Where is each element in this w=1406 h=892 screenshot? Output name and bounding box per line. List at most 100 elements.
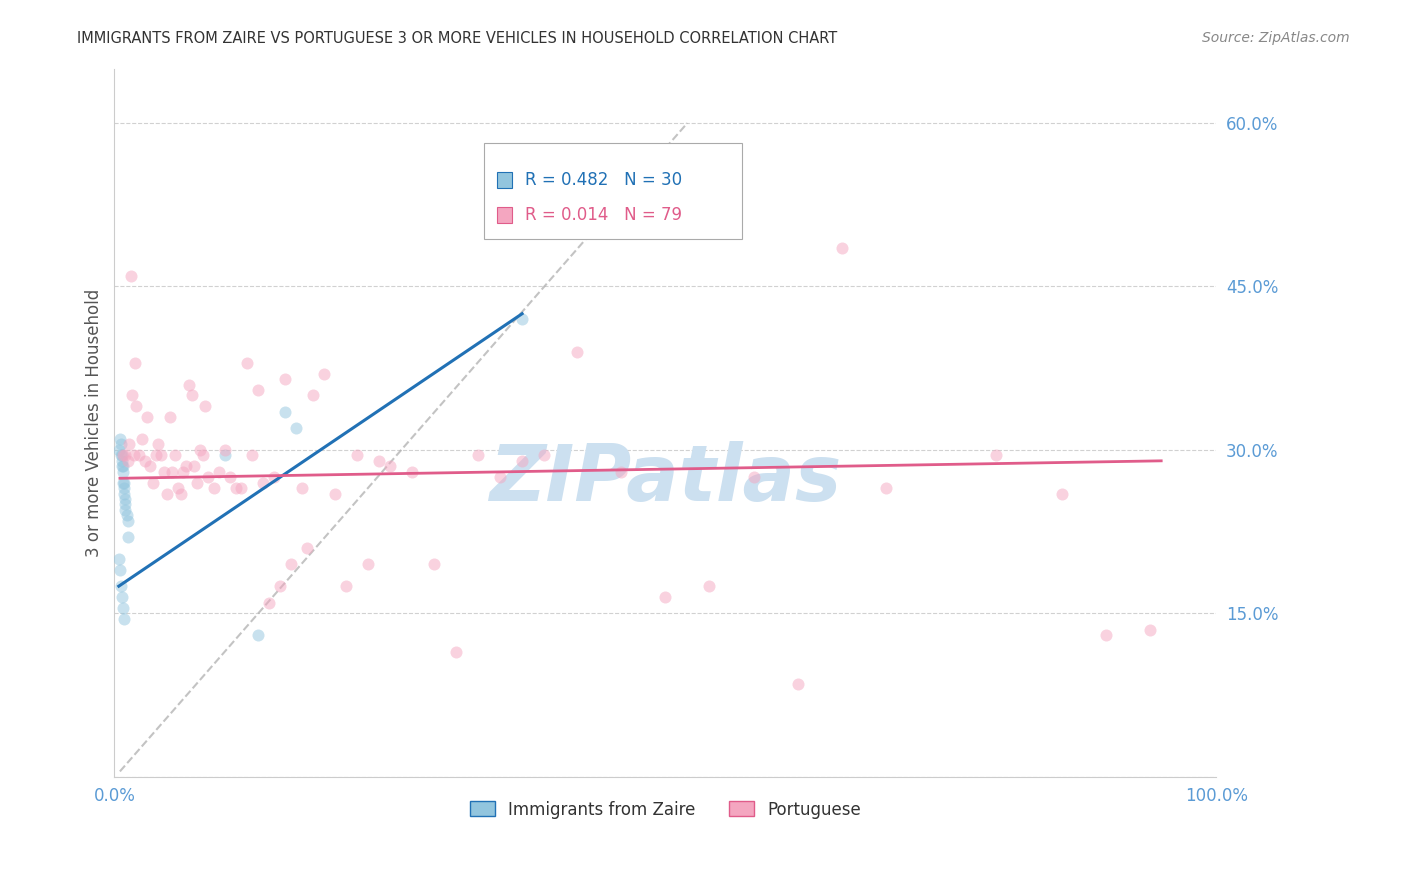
Point bbox=[191, 449, 214, 463]
Point bbox=[108, 552, 131, 566]
Point bbox=[111, 449, 134, 463]
Point bbox=[510, 454, 533, 468]
Point bbox=[291, 481, 314, 495]
Point bbox=[444, 644, 467, 658]
Point bbox=[136, 410, 159, 425]
Point bbox=[875, 481, 897, 495]
Point bbox=[1139, 623, 1161, 637]
Point bbox=[128, 449, 150, 463]
Point bbox=[335, 579, 357, 593]
Point bbox=[112, 475, 135, 490]
Point bbox=[263, 470, 285, 484]
Point bbox=[1050, 486, 1073, 500]
Point bbox=[145, 449, 167, 463]
Point bbox=[163, 449, 186, 463]
Point bbox=[202, 481, 225, 495]
Point bbox=[110, 437, 132, 451]
Text: Source: ZipAtlas.com: Source: ZipAtlas.com bbox=[1202, 31, 1350, 45]
Point bbox=[117, 530, 139, 544]
Point bbox=[112, 459, 135, 474]
Text: R = 0.482   N = 30: R = 0.482 N = 30 bbox=[526, 170, 682, 189]
Point bbox=[142, 475, 165, 490]
Point bbox=[108, 563, 131, 577]
Point bbox=[169, 486, 191, 500]
Point bbox=[357, 558, 380, 572]
Point bbox=[831, 241, 853, 255]
Point bbox=[301, 388, 323, 402]
Legend: Immigrants from Zaire, Portuguese: Immigrants from Zaire, Portuguese bbox=[463, 794, 868, 825]
Point bbox=[108, 432, 131, 446]
Point bbox=[134, 454, 156, 468]
Point bbox=[120, 268, 142, 283]
Point bbox=[112, 612, 135, 626]
Point bbox=[118, 437, 141, 451]
Point bbox=[110, 449, 132, 463]
Point bbox=[346, 449, 368, 463]
Point bbox=[280, 558, 302, 572]
Point bbox=[208, 465, 231, 479]
Point bbox=[112, 486, 135, 500]
Point bbox=[401, 465, 423, 479]
Point bbox=[1095, 628, 1118, 642]
Point bbox=[246, 383, 269, 397]
Text: R = 0.014   N = 79: R = 0.014 N = 79 bbox=[526, 206, 682, 224]
Point bbox=[225, 481, 247, 495]
Point bbox=[174, 459, 197, 474]
Point bbox=[367, 454, 389, 468]
Point bbox=[699, 579, 721, 593]
Point bbox=[131, 432, 153, 446]
Point bbox=[112, 475, 135, 490]
Y-axis label: 3 or more Vehicles in Household: 3 or more Vehicles in Household bbox=[86, 289, 103, 557]
Point bbox=[214, 442, 236, 457]
Point bbox=[235, 356, 257, 370]
Point bbox=[257, 595, 280, 609]
Point bbox=[122, 449, 145, 463]
Point bbox=[167, 481, 190, 495]
Point bbox=[786, 677, 808, 691]
Point bbox=[125, 400, 148, 414]
Point bbox=[984, 449, 1007, 463]
Point bbox=[742, 470, 765, 484]
Point bbox=[160, 465, 183, 479]
Point bbox=[274, 372, 297, 386]
Point bbox=[117, 514, 139, 528]
Point bbox=[111, 590, 134, 604]
Point bbox=[149, 449, 172, 463]
FancyBboxPatch shape bbox=[484, 143, 742, 238]
Point bbox=[378, 459, 401, 474]
Point bbox=[138, 459, 160, 474]
Point bbox=[114, 497, 136, 511]
Point bbox=[274, 405, 297, 419]
Point bbox=[323, 486, 346, 500]
Point bbox=[423, 558, 446, 572]
Point bbox=[117, 454, 139, 468]
Point bbox=[172, 465, 194, 479]
Point bbox=[467, 449, 489, 463]
Point bbox=[312, 367, 335, 381]
Point bbox=[114, 449, 136, 463]
Bar bbox=[496, 172, 512, 187]
Point bbox=[111, 459, 134, 474]
Point bbox=[297, 541, 319, 555]
Point bbox=[153, 465, 176, 479]
Point bbox=[112, 449, 135, 463]
Point bbox=[183, 459, 205, 474]
Text: ZIPatlas: ZIPatlas bbox=[489, 442, 841, 517]
Point bbox=[219, 470, 242, 484]
Point bbox=[156, 486, 179, 500]
Point bbox=[179, 377, 201, 392]
Point bbox=[194, 400, 217, 414]
Point bbox=[121, 388, 143, 402]
Point bbox=[197, 470, 219, 484]
Point bbox=[111, 454, 134, 468]
Point bbox=[115, 508, 138, 523]
Point bbox=[180, 388, 202, 402]
Point bbox=[489, 470, 512, 484]
Point bbox=[112, 465, 135, 479]
Point bbox=[148, 437, 170, 451]
Point bbox=[114, 503, 136, 517]
Point bbox=[114, 491, 136, 506]
Point bbox=[112, 601, 135, 615]
Point bbox=[269, 579, 291, 593]
Point bbox=[159, 410, 181, 425]
